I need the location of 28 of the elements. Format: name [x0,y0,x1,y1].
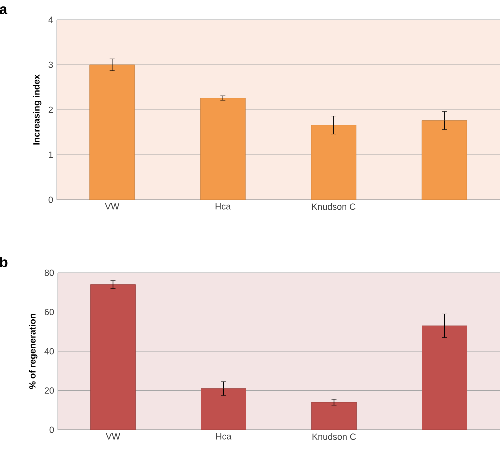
y-tick-label: 0 [48,196,54,204]
x-tick-label: Hca [216,204,232,210]
x-tick-label: VW [106,434,120,440]
y-tick-label: 0 [50,426,54,434]
y-tick-label: 3 [48,62,54,68]
x-tick-label: Knudson C [312,204,356,210]
y-axis-title: Increasing index [33,74,42,145]
y-tick-label: 2 [48,106,54,114]
bar [90,284,136,430]
bar [200,98,246,200]
y-tick-label: 80 [44,270,54,276]
y-axis-title: % of regeneration [29,314,38,390]
bar [90,64,136,200]
bar [422,326,468,430]
y-tick-label: 20 [44,388,54,394]
y-tick-label: 4 [48,16,54,24]
y-tick-label: 60 [44,309,54,316]
chart-title: a [0,6,8,14]
y-tick-label: 1 [49,152,54,158]
chart-title: b [0,256,8,268]
bar [422,120,468,200]
x-tick-label: Hca [216,434,232,440]
x-tick-label: Knudson C [312,434,356,440]
bar [312,402,357,430]
x-tick-label: VW [105,204,120,210]
bar [311,125,357,200]
y-tick-label: 40 [44,348,54,355]
bar [201,388,246,430]
